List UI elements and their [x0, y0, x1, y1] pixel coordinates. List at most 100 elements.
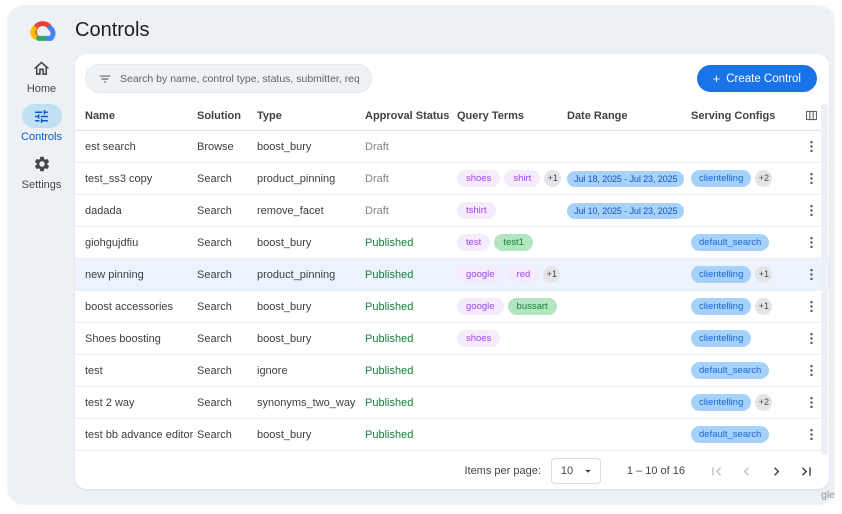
cell-name: giohgujdfiu — [85, 236, 139, 249]
query-extra-count-chip: +1 — [544, 170, 562, 187]
home-icon — [22, 56, 62, 80]
cell-name: est search — [85, 140, 136, 153]
more-vert-icon — [809, 428, 813, 441]
serving-extra-count-chip: +2 — [755, 170, 773, 187]
table-row[interactable]: test_ss3 copy Search product_pinning Draft s… — [75, 163, 829, 195]
table-row[interactable]: test Search ignore Published default_search — [75, 355, 829, 387]
cell-serving-configs: clientelling +1 — [691, 298, 799, 315]
google-cloud-logo — [28, 18, 58, 43]
serving-config-chip: clientelling — [691, 266, 752, 283]
row-menu-button[interactable] — [799, 327, 823, 351]
row-menu-button[interactable] — [799, 231, 823, 255]
serving-extra-count-chip: +2 — [755, 394, 773, 411]
first-page-button[interactable] — [703, 458, 729, 484]
view-columns-icon — [805, 110, 817, 121]
first-page-icon — [711, 466, 721, 476]
more-vert-icon — [809, 332, 813, 345]
table-row[interactable]: test 2 way Search synonyms_two_way Publishe… — [75, 387, 829, 419]
table-row[interactable]: new pinning Search product_pinning Publishe… — [75, 259, 829, 291]
row-menu-button[interactable] — [799, 135, 823, 159]
create-control-button[interactable]: + Create Control — [696, 65, 817, 92]
table-row[interactable]: Shoes boosting Search boost_bury Published s… — [75, 323, 829, 355]
row-menu-button[interactable] — [799, 167, 823, 191]
query-term-chip: tshirt — [457, 202, 496, 219]
column-header-query-terms[interactable]: Query Terms — [457, 109, 525, 122]
page-title: Controls — [75, 18, 150, 41]
serving-extra-count-chip: +1 — [755, 298, 773, 315]
search-field[interactable] — [85, 64, 372, 93]
cell-date-range: Jul 10, 2025 - Jul 23, 2025 — [567, 202, 691, 219]
cell-solution: Browse — [197, 140, 234, 153]
query-term-chip: shoes — [457, 330, 501, 347]
more-vert-icon — [809, 300, 813, 313]
items-per-page-label: Items per page: — [464, 465, 541, 477]
dropdown-arrow-icon — [584, 469, 591, 473]
table-row[interactable]: giohgujdfiu Search boost_bury Published test… — [75, 227, 829, 259]
cell-approval-status: Published — [365, 268, 414, 281]
items-per-page-select[interactable]: 10 — [550, 458, 601, 484]
serving-config-chip: clientelling — [691, 170, 752, 187]
cell-serving-configs: default_search — [691, 234, 799, 251]
previous-page-button[interactable] — [733, 458, 759, 484]
column-header-solution[interactable]: Solution — [197, 109, 241, 122]
last-page-icon — [801, 466, 811, 476]
cell-name: new pinning — [85, 268, 144, 281]
query-term-chip: test1 — [494, 234, 533, 251]
cell-name: Shoes boosting — [85, 332, 161, 345]
cell-name: test bb advance editor — [85, 428, 194, 441]
query-term-chip: shirt — [504, 170, 541, 187]
row-menu-button[interactable] — [799, 423, 823, 447]
cell-query-terms: tshirt — [457, 202, 567, 219]
sidebar-item-controls[interactable]: Controls — [21, 104, 62, 143]
cell-type: synonyms_two_way — [257, 396, 356, 409]
chevron-right-icon — [773, 466, 779, 476]
column-settings-button[interactable] — [799, 104, 823, 128]
more-vert-icon — [809, 204, 813, 217]
create-control-label: Create Control — [726, 72, 801, 85]
table-row[interactable]: boost accessories Search boost_bury Publish… — [75, 291, 829, 323]
next-page-button[interactable] — [763, 458, 789, 484]
column-header-name[interactable]: Name — [85, 109, 115, 122]
cell-type: boost_bury — [257, 236, 312, 249]
table-row[interactable]: est search Browse boost_bury Draft — [75, 131, 829, 163]
column-header-approval-status[interactable]: Approval Status — [365, 109, 450, 122]
cell-approval-status: Draft — [365, 140, 389, 153]
cell-approval-status: Published — [365, 364, 414, 377]
app-window: Controls Home Controls — [8, 6, 834, 504]
serving-config-chip: clientelling — [691, 394, 752, 411]
row-menu-button[interactable] — [799, 295, 823, 319]
column-header-serving-configs[interactable]: Serving Configs — [691, 109, 776, 122]
pagination: Items per page: 10 1 – 10 of 16 — [75, 453, 829, 489]
sidebar-item-home[interactable]: Home — [22, 56, 62, 95]
cell-query-terms: google red +1 — [457, 266, 567, 283]
cell-query-terms: google bussart — [457, 298, 567, 315]
row-menu-button[interactable] — [799, 199, 823, 223]
more-vert-icon — [809, 364, 813, 377]
serving-config-chip: clientelling — [691, 298, 752, 315]
cell-serving-configs: clientelling +2 — [691, 170, 799, 187]
column-header-date-range[interactable]: Date Range — [567, 109, 628, 122]
sidebar-item-settings[interactable]: Settings — [22, 152, 62, 191]
date-range-chip: Jul 18, 2025 - Jul 23, 2025 — [567, 170, 685, 187]
controls-card: + Create Control Name Solution Type Appr… — [75, 54, 829, 489]
table-scrollbar[interactable] — [821, 104, 828, 455]
items-per-page-value: 10 — [560, 465, 574, 477]
cell-serving-configs: clientelling — [691, 330, 799, 347]
cell-type: boost_bury — [257, 332, 312, 345]
cell-solution: Search — [197, 236, 232, 249]
cell-type: ignore — [257, 364, 288, 377]
cell-approval-status: Published — [365, 396, 414, 409]
cell-query-terms: shoes — [457, 330, 567, 347]
cell-solution: Search — [197, 364, 232, 377]
search-input[interactable] — [120, 72, 359, 85]
last-page-button[interactable] — [793, 458, 819, 484]
row-menu-button[interactable] — [799, 391, 823, 415]
row-menu-button[interactable] — [799, 263, 823, 287]
table-row[interactable]: dadada Search remove_facet Draft tshirt Jul 1… — [75, 195, 829, 227]
table-row[interactable]: test bb advance editor Search boost_bury Pu… — [75, 419, 829, 451]
column-header-type[interactable]: Type — [257, 109, 282, 122]
serving-config-chip: default_search — [691, 234, 770, 251]
watermark-text: gle — [821, 489, 836, 501]
table-header-row: Name Solution Type Approval Status Query… — [75, 101, 829, 131]
row-menu-button[interactable] — [799, 359, 823, 383]
